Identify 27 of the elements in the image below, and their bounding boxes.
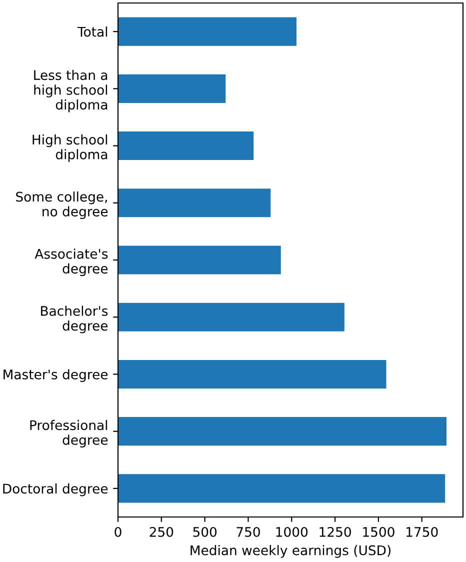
- y-tick-label: Bachelor's degree: [41, 306, 108, 334]
- x-tick-label: 500: [193, 526, 217, 537]
- y-tick-label: Professional degree: [30, 420, 108, 448]
- x-tick-label: 1000: [276, 526, 308, 537]
- y-tick-label: Total: [77, 26, 108, 37]
- bar: [118, 360, 386, 388]
- x-axis-title: Median weekly earnings (USD): [190, 545, 390, 558]
- bar: [118, 474, 446, 503]
- bar: [118, 188, 271, 218]
- bar: [118, 302, 344, 332]
- y-tick-label: Master's degree: [4, 369, 108, 382]
- x-tick-label: 250: [150, 526, 174, 537]
- x-tick-label: 1250: [320, 526, 351, 537]
- bar: [118, 417, 447, 446]
- bar: [118, 246, 281, 274]
- x-tick-label: 0: [114, 526, 122, 537]
- bar: [118, 74, 226, 103]
- x-tick-label: 1500: [363, 526, 394, 537]
- y-tick-label: Some college, no degree: [16, 191, 108, 220]
- x-tick-label: 750: [236, 526, 260, 537]
- y-tick-label: Associate's degree: [34, 248, 108, 276]
- y-tick-label: Less than a high school diploma: [34, 70, 108, 112]
- bar: [118, 17, 296, 46]
- y-tick-label: High school diploma: [32, 134, 108, 162]
- x-tick-label: 1750: [406, 526, 438, 537]
- bar: [118, 132, 254, 160]
- y-tick-label: Doctoral degree: [3, 483, 108, 496]
